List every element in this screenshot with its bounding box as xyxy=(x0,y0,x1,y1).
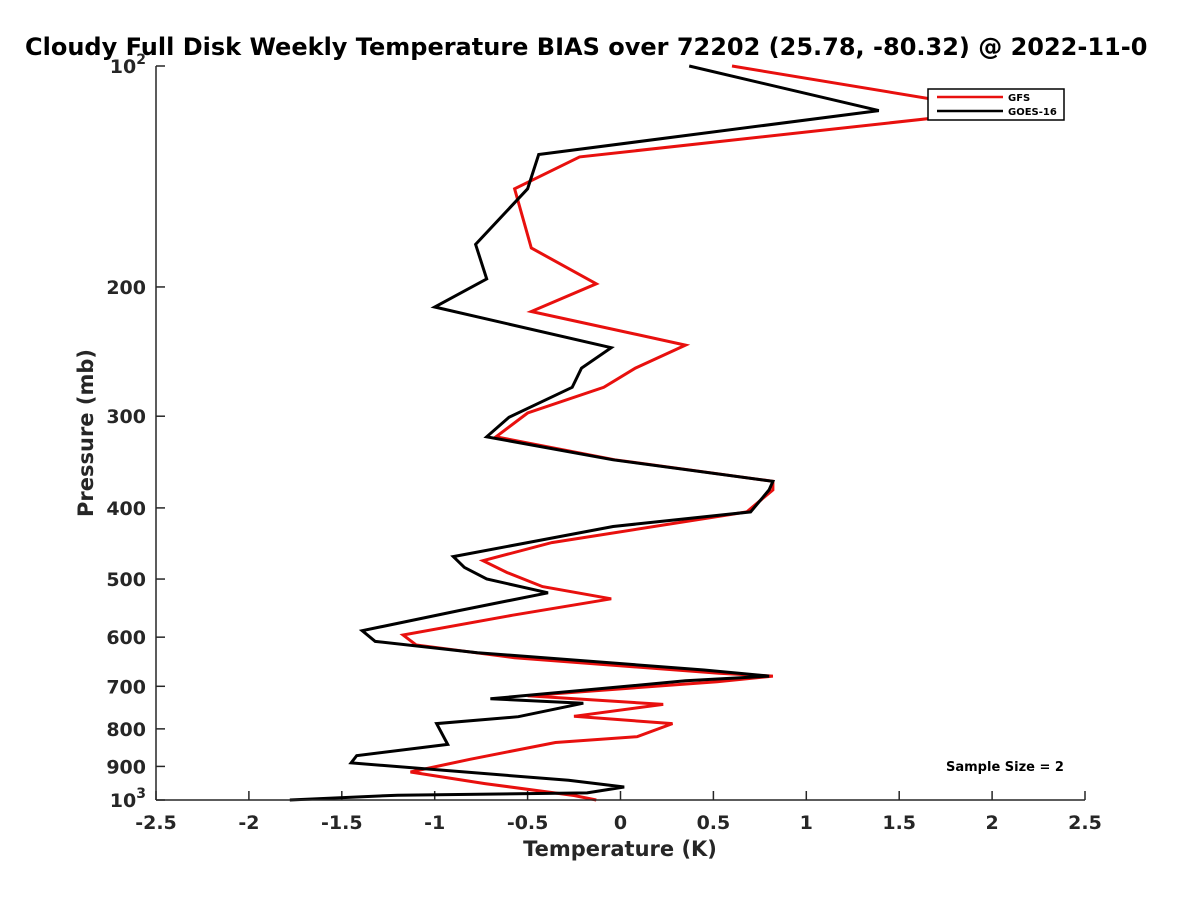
y-tick-label: 700 xyxy=(106,676,146,698)
x-tick-label: -2.5 xyxy=(135,812,177,834)
chart-title: Cloudy Full Disk Weekly Temperature BIAS… xyxy=(25,33,1147,61)
x-axis-label: Temperature (K) xyxy=(523,837,717,861)
x-tick-label: 0 xyxy=(614,812,627,834)
y-tick-label: 400 xyxy=(106,498,146,520)
series-line-goes-16 xyxy=(289,64,880,802)
x-tick-label: 2 xyxy=(985,812,998,834)
y-tick-label: 300 xyxy=(106,406,146,428)
y-tick-label: 103 xyxy=(110,786,146,812)
series-lines xyxy=(289,64,1002,802)
x-tick-label: -1.5 xyxy=(321,812,363,834)
y-tick-label: 500 xyxy=(106,569,146,591)
y-tick-label: 600 xyxy=(106,627,146,649)
x-tick-label: 1.5 xyxy=(882,812,916,834)
legend-label-gfs: GFS xyxy=(1008,93,1030,104)
sample-size-annotation: Sample Size = 2 xyxy=(946,760,1064,775)
series-line-gfs xyxy=(399,64,1002,802)
y-axis-label: Pressure (mb) xyxy=(74,349,98,517)
x-tick-label: 0.5 xyxy=(697,812,731,834)
legend: GFS GOES-16 xyxy=(927,88,1065,121)
legend-box xyxy=(927,88,1065,121)
y-tick-label: 102 xyxy=(110,52,146,78)
x-tick-label: -1 xyxy=(424,812,445,834)
x-tick-label: -2 xyxy=(238,812,259,834)
x-tick-label: 2.5 xyxy=(1068,812,1102,834)
plot-area: -2.5 -2 -1.5 -1 -0.5 0 0.5 1 1.5 2 2.5 102 200 300 40… xyxy=(106,52,1102,834)
x-ticks: -2.5 -2 -1.5 -1 -0.5 0 0.5 1 1.5 2 2.5 xyxy=(135,791,1102,834)
x-tick-label: 1 xyxy=(800,812,813,834)
legend-label-goes-16: GOES-16 xyxy=(1008,107,1057,118)
x-tick-label: -0.5 xyxy=(507,812,549,834)
y-tick-label: 800 xyxy=(106,719,146,741)
y-tick-label: 200 xyxy=(106,277,146,299)
y-tick-label: 900 xyxy=(106,756,146,778)
y-ticks: 102 200 300 400 500 600 700 800 900 103 xyxy=(106,52,165,812)
